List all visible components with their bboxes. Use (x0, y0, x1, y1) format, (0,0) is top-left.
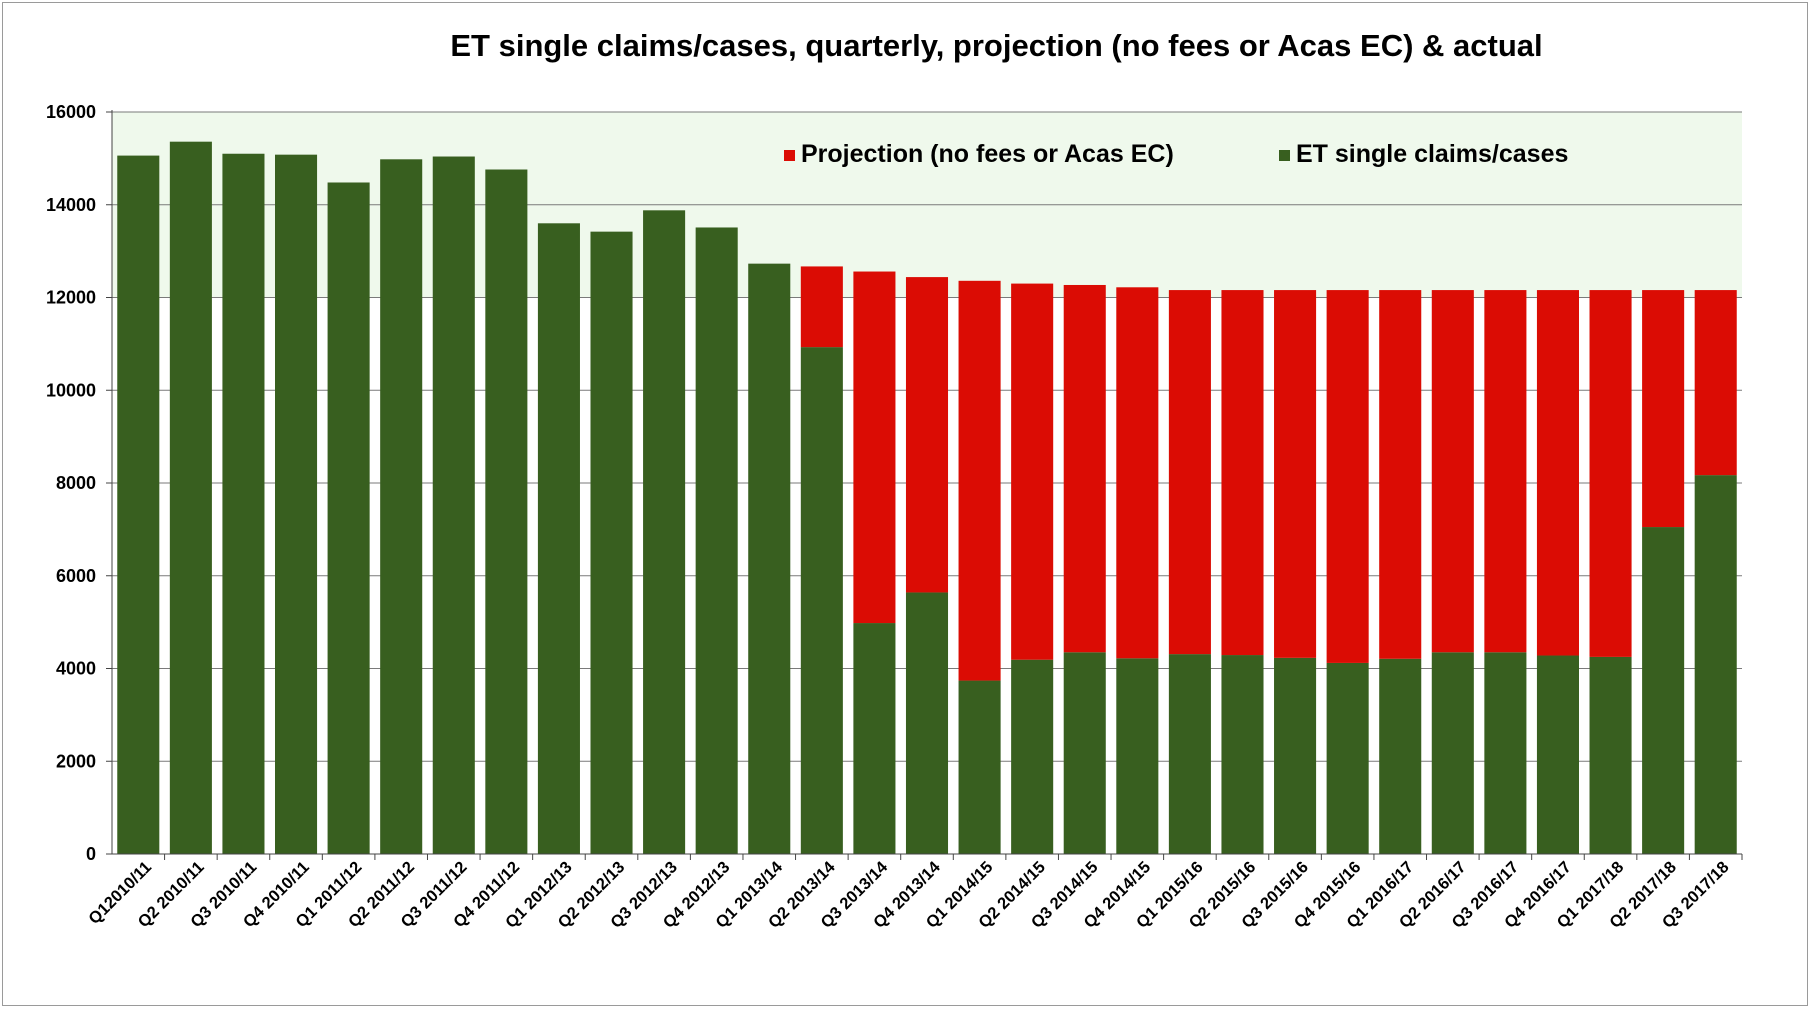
bar-actual (800, 347, 843, 854)
bar-actual (1379, 658, 1422, 854)
bar-projection (1221, 290, 1264, 656)
bar-projection (1484, 290, 1527, 653)
bar-actual (1694, 475, 1737, 854)
bar-actual (1484, 652, 1527, 854)
legend-label: ET single claims/cases (1296, 140, 1568, 168)
bar-actual (485, 169, 528, 854)
bar-actual (1063, 652, 1106, 854)
bar-actual (1274, 657, 1317, 854)
bar-projection (1431, 290, 1474, 653)
bar-actual (853, 623, 896, 854)
chart-title: ET single claims/cases, quarterly, proje… (450, 28, 1543, 63)
y-tick-label: 8000 (56, 473, 96, 493)
bar-actual (958, 680, 1001, 854)
bar-actual (275, 154, 318, 855)
bar-projection (800, 266, 843, 348)
bar-actual (1589, 656, 1632, 854)
bar-projection (853, 271, 896, 624)
bar-actual (1011, 659, 1054, 854)
y-tick-label: 12000 (46, 288, 96, 308)
bar-projection (1168, 290, 1211, 655)
bar-projection (1116, 287, 1159, 659)
bar-actual (117, 155, 160, 854)
bar-actual (695, 227, 738, 854)
bar-actual (1221, 655, 1264, 854)
bar-actual (432, 156, 475, 854)
legend-label: Projection (no fees or Acas EC) (801, 140, 1174, 168)
bar-actual (905, 592, 949, 854)
bar-actual (748, 263, 791, 854)
bar-actual (643, 210, 686, 854)
bar-actual (1168, 654, 1211, 854)
bar-projection (1011, 283, 1054, 660)
y-tick-label: 16000 (46, 102, 96, 122)
bar-projection (1589, 290, 1632, 657)
legend-swatch (1279, 150, 1290, 161)
y-tick-label: 0 (86, 844, 96, 864)
bar-projection (1694, 290, 1737, 476)
bar-actual (1326, 662, 1369, 854)
bar-actual (590, 231, 633, 854)
bar-actual (169, 141, 212, 854)
bar-projection (1379, 290, 1422, 659)
y-tick-label: 6000 (56, 566, 96, 586)
bar-actual (1642, 527, 1685, 854)
bar-projection (1063, 284, 1106, 653)
bar-actual (537, 223, 580, 855)
bar-actual (1536, 655, 1579, 854)
bar-actual (222, 153, 265, 855)
y-tick-label: 4000 (56, 659, 96, 679)
bar-projection (905, 277, 949, 593)
bar-actual (380, 159, 423, 855)
bar-projection (1274, 290, 1317, 658)
legend-swatch (784, 150, 795, 161)
bar-actual (1431, 652, 1474, 854)
bar-projection (1326, 290, 1369, 663)
bar-actual (327, 182, 370, 855)
y-tick-label: 14000 (46, 195, 96, 215)
y-tick-label: 10000 (46, 380, 96, 400)
y-tick-label: 2000 (56, 751, 96, 771)
bar-projection (1536, 290, 1579, 656)
bar-projection (958, 280, 1001, 681)
bar-projection (1642, 290, 1685, 528)
bar-actual (1116, 658, 1159, 854)
